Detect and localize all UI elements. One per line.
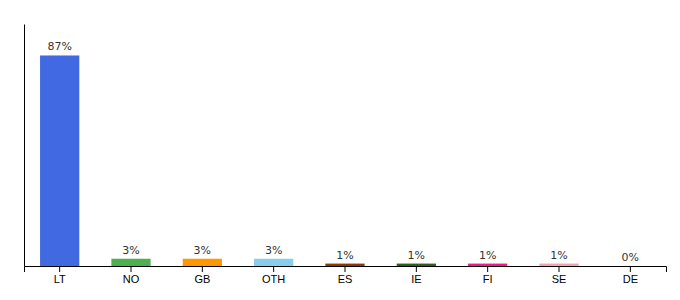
x-tick-mark	[59, 266, 60, 272]
data-label: 3%	[194, 244, 211, 257]
x-tick-mark	[202, 266, 203, 272]
x-tick: LT	[54, 266, 66, 285]
data-label: 0%	[622, 251, 639, 264]
bar	[397, 264, 436, 266]
x-tick-mark	[487, 266, 488, 272]
x-axis-line	[25, 267, 667, 273]
x-tick: ES	[338, 266, 353, 285]
x-tick-label: LT	[54, 273, 66, 285]
x-tick-label: ES	[338, 273, 353, 285]
bar	[111, 259, 150, 266]
x-tick-label: FI	[483, 273, 493, 285]
bar	[40, 55, 79, 266]
bar	[539, 264, 578, 266]
x-tick-label: IE	[411, 273, 421, 285]
x-tick-mark	[345, 266, 346, 272]
data-labels: 87% 3% 3% 3% 1% 1% 1% 1% 0%	[47, 40, 639, 264]
x-tick-mark	[559, 266, 560, 272]
plot-area: 87% 3% 3% 3% 1% 1% 1% 1% 0% LT NO GB OTH ES IE FI SE DE	[25, 25, 667, 285]
x-tick: OTH	[262, 266, 285, 285]
x-tick-label: OTH	[262, 273, 285, 285]
x-tick-mark	[131, 266, 132, 272]
bar	[254, 259, 293, 266]
x-tick: NO	[123, 266, 140, 285]
y-axis	[24, 25, 25, 267]
x-tick-mark	[630, 266, 631, 272]
data-label: 3%	[122, 244, 139, 257]
x-tick-mark	[273, 266, 274, 272]
x-tick-label: DE	[623, 273, 638, 285]
data-label: 87%	[47, 40, 71, 53]
bars	[40, 55, 579, 266]
data-label: 1%	[550, 249, 567, 262]
x-tick-label: GB	[194, 273, 210, 285]
bar	[325, 264, 364, 266]
chart-container: 87% 3% 3% 3% 1% 1% 1% 1% 0% LT NO GB OTH ES IE FI SE DE	[0, 0, 680, 300]
bar	[611, 266, 650, 267]
x-axis: LT NO GB OTH ES IE FI SE DE	[25, 266, 667, 285]
data-label: 1%	[479, 249, 496, 262]
y-axis-line	[24, 25, 25, 267]
x-tick: SE	[552, 266, 567, 285]
data-label: 1%	[336, 249, 353, 262]
data-label: 3%	[265, 244, 282, 257]
x-tick: GB	[194, 266, 210, 285]
data-label: 1%	[408, 249, 425, 262]
x-tick: IE	[411, 266, 421, 285]
x-tick-label: NO	[123, 273, 140, 285]
x-tick: DE	[623, 266, 638, 285]
x-tick-mark	[416, 266, 417, 272]
bar	[468, 264, 507, 266]
x-tick-label: SE	[552, 273, 567, 285]
x-tick: FI	[483, 266, 493, 285]
chart-svg: 87% 3% 3% 3% 1% 1% 1% 1% 0% LT NO GB OTH ES IE FI SE DE	[0, 0, 680, 300]
bar	[183, 259, 222, 266]
